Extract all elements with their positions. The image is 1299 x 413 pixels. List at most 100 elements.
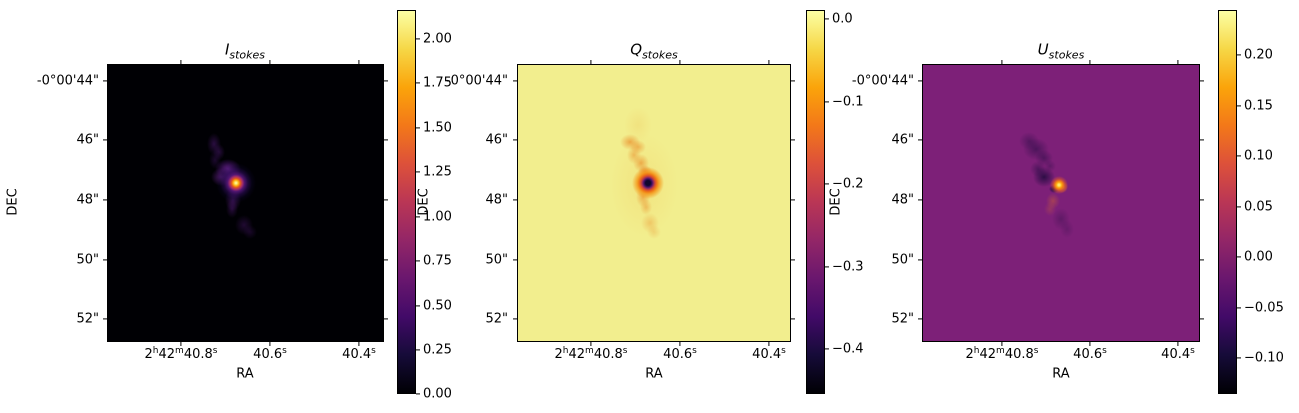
y-tick-mark (384, 258, 388, 261)
x-tick-label: 40.6s (253, 345, 287, 363)
colorbar-tick-mark (825, 18, 829, 20)
colorbar-tick-mark (1237, 104, 1241, 107)
y-tick-mark (384, 79, 388, 82)
stokes-q-colorbar (806, 10, 825, 394)
y-tick-mark (1200, 199, 1204, 201)
colorbar-tick-mark (825, 265, 829, 268)
colorbar-tick-label: 0.75 (423, 253, 452, 269)
colorbar-tick-label: −0.1 (832, 94, 864, 109)
y-tick-label: 48" (485, 192, 508, 208)
x-tick-label: 2h42m40.8s (144, 345, 218, 363)
stokes-q-heatmap (517, 64, 791, 342)
x-tick-mark (1089, 342, 1091, 346)
title-symbol: I (224, 40, 230, 59)
y-tick-label: 50" (485, 252, 508, 267)
y-tick-mark (384, 318, 388, 320)
colorbar-tick-label: 1.25 (423, 164, 452, 180)
y-tick-label: -0°00'44" (445, 73, 508, 88)
y-tick-mark (103, 318, 107, 320)
stokes-u-colorbar (1218, 10, 1237, 394)
x-tick-label: 40.4s (752, 345, 786, 363)
x-tick-mark (269, 342, 271, 346)
x-tick-mark (1001, 342, 1003, 346)
stokes-i-colorbar (397, 10, 416, 394)
y-axis-label-dec: DEC (5, 188, 21, 216)
x-axis-label-ra: RA (236, 366, 254, 382)
colorbar-tick-mark (1237, 357, 1241, 359)
colorbar-tick-label: −0.10 (1244, 350, 1284, 366)
x-tick-mark (1177, 342, 1179, 346)
y-tick-mark (918, 318, 922, 320)
colorbar-tick-mark (416, 393, 420, 395)
y-tick-mark (918, 79, 922, 82)
colorbar-tick-label: 0.05 (1244, 199, 1273, 214)
colorbar-tick-mark (416, 215, 420, 218)
y-tick-mark (513, 318, 517, 320)
title-subscript: stokes (229, 48, 266, 62)
x-axis-label-ra: RA (1052, 366, 1070, 382)
y-tick-mark (791, 318, 795, 320)
x-tick-mark (1001, 60, 1003, 64)
colorbar-tick-label: −0.2 (832, 176, 864, 192)
colorbar-tick-mark (1237, 205, 1241, 208)
colorbar-tick-mark (416, 126, 420, 129)
x-tick-mark (679, 60, 681, 64)
y-tick-label: -0°00'44" (851, 73, 914, 88)
x-tick-label: 40.6s (1073, 345, 1107, 363)
colorbar-tick-mark (416, 171, 420, 173)
title-symbol: U (1037, 40, 1049, 59)
colorbar-tick-mark (825, 183, 829, 185)
colorbar-tick-label: 1.75 (423, 75, 452, 91)
colorbar-tick-label: 0.0 (832, 11, 853, 27)
colorbar-tick-label: 1.50 (423, 120, 452, 135)
y-tick-label: 52" (891, 311, 914, 327)
colorbar-tick-label: −0.3 (832, 259, 864, 274)
stokes-i-heatmap (107, 64, 384, 342)
title-symbol: Q (630, 40, 643, 59)
x-tick-mark (1177, 60, 1179, 64)
y-tick-label: 52" (485, 311, 508, 327)
colorbar-tick-label: 0.15 (1244, 98, 1273, 113)
colorbar-tick-label: 0.20 (1244, 47, 1273, 63)
colorbar-tick-mark (1237, 54, 1241, 56)
stokes-u-heatmap (922, 64, 1200, 342)
colorbar-tick-label: 0.00 (423, 386, 452, 402)
y-tick-mark (1200, 318, 1204, 320)
x-tick-mark (679, 342, 681, 346)
colorbar-tick-label: −0.05 (1244, 300, 1284, 315)
y-tick-mark (103, 258, 107, 261)
colorbar-tick-label: 2.00 (423, 31, 452, 46)
y-tick-mark (513, 199, 517, 201)
y-tick-label: 52" (76, 311, 99, 327)
y-tick-mark (918, 258, 922, 261)
y-tick-mark (103, 139, 107, 141)
x-tick-label: 40.6s (663, 345, 697, 363)
colorbar-tick-mark (1237, 256, 1241, 258)
y-tick-label: 48" (76, 192, 99, 208)
x-axis-label-ra: RA (645, 366, 663, 382)
y-tick-mark (384, 199, 388, 201)
y-tick-mark (1200, 139, 1204, 141)
x-tick-mark (180, 342, 182, 346)
y-tick-mark (791, 139, 795, 141)
colorbar-tick-mark (416, 260, 420, 262)
y-tick-mark (791, 199, 795, 201)
x-tick-label: 2h42m40.8s (965, 345, 1039, 363)
y-tick-mark (103, 199, 107, 201)
y-tick-mark (384, 139, 388, 141)
colorbar-tick-label: 0.25 (423, 342, 452, 358)
y-tick-mark (918, 139, 922, 141)
colorbar-tick-mark (416, 37, 420, 40)
y-tick-mark (918, 199, 922, 201)
x-tick-label: 40.4s (342, 345, 376, 363)
x-tick-mark (1089, 60, 1091, 64)
y-tick-label: 50" (891, 252, 914, 267)
x-tick-mark (180, 60, 182, 64)
x-tick-mark (768, 342, 770, 346)
x-tick-label: 2h42m40.8s (554, 345, 628, 363)
y-tick-label: 46" (891, 132, 914, 148)
y-tick-label: -0°00'44" (36, 73, 99, 88)
colorbar-tick-label: 1.00 (423, 209, 452, 224)
y-tick-mark (1200, 79, 1204, 82)
